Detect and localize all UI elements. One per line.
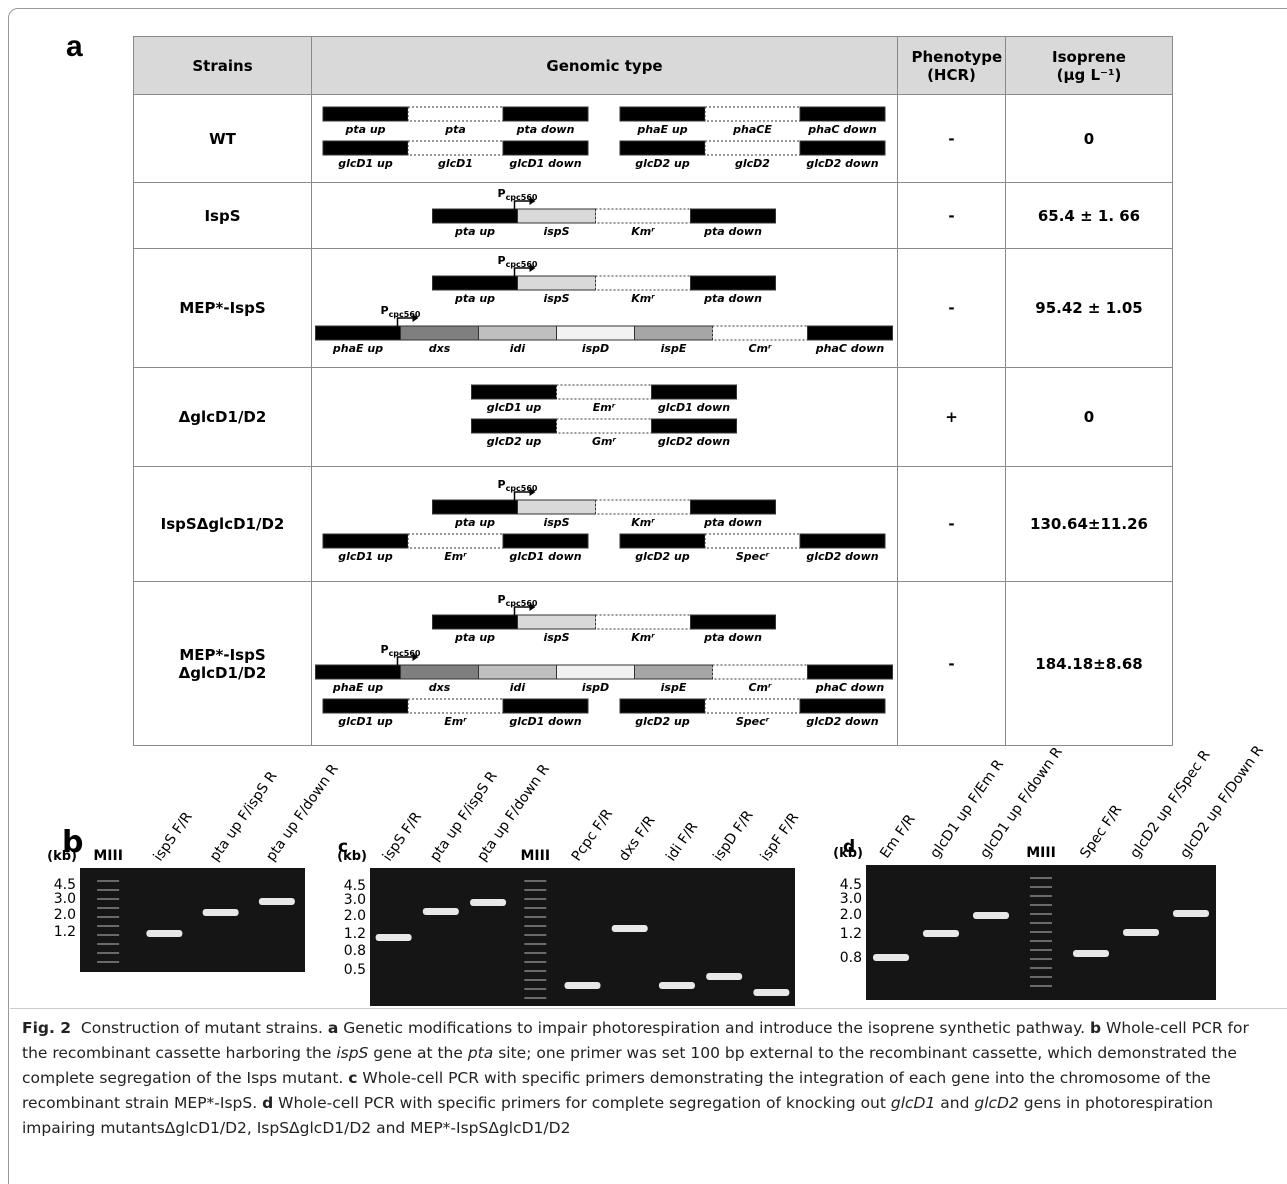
marker-size: 1.2 [840,926,862,942]
lane-label: ispS F/R [151,809,196,864]
ladder-band [524,943,546,945]
caption-text: b [1090,1019,1101,1037]
ladder-band [97,943,119,945]
ladder-band [97,907,119,909]
caption-text: and [935,1094,974,1112]
ladder-band [524,925,546,927]
figure-page: a StrainsGenomic typePhenotype (HCR)Isop… [0,0,1287,1184]
dna-band [1173,910,1209,917]
dna-band [612,925,648,932]
ladder-band [524,970,546,972]
caption-text: Fig. 2 [22,1019,71,1037]
ladder-band [524,961,546,963]
marker-size: 2.0 [344,908,366,924]
ladder-band [524,952,546,954]
lane-label: ispF F/R [758,810,803,865]
lane-label: dxs F/R [616,813,659,865]
dna-band [565,982,601,989]
caption-text: pta [468,1044,493,1062]
ladder-band [524,934,546,936]
dna-band [706,973,742,980]
marker-size: 1.2 [344,926,366,942]
dna-band [376,934,412,941]
ladder-band [1030,895,1052,897]
figure-caption: Fig. 2 Construction of mutant strains. a… [22,1016,1267,1141]
ladder-band [1030,922,1052,924]
caption-text: a [328,1019,338,1037]
dna-band [1073,950,1109,957]
ladder-band [1030,958,1052,960]
ladder-band [1030,967,1052,969]
ladder-band [97,880,119,882]
dna-band [973,912,1009,919]
marker-size: 2.0 [54,907,76,923]
ladder-band [97,889,119,891]
marker-size: 2.0 [840,907,862,923]
ladder-band [524,916,546,918]
lane-label: ispS F/R [380,809,425,864]
caption-text: glcD2 [974,1094,1018,1112]
caption-text: Construction of mutant strains. [71,1019,328,1037]
lane-label: Pcpc F/R [569,806,616,864]
ladder-band [524,898,546,900]
ladder-band [97,934,119,936]
unit-label: (kb) [833,846,863,861]
ladder-band [1030,949,1052,951]
dna-band [203,909,239,916]
marker-size: 3.0 [54,891,76,907]
dna-band [470,899,506,906]
dna-band [923,930,959,937]
ladder-band [97,916,119,918]
ladder-band [524,907,546,909]
caption-text: d [262,1094,273,1112]
ladder-band [524,880,546,882]
dna-band [753,989,789,996]
ladder-band [97,961,119,963]
marker-size: 0.5 [344,962,366,978]
ladder-band [524,997,546,999]
marker-size: 0.8 [344,943,366,959]
lane-label: MIII [1026,845,1056,861]
ladder-band [1030,886,1052,888]
ladder-band [97,925,119,927]
gel-image [80,868,305,972]
caption-text: glcD1 [891,1094,935,1112]
ladder-band [1030,976,1052,978]
unit-label: (kb) [337,849,367,864]
lane-label: MIII [93,848,123,864]
caption-divider [10,1008,1287,1009]
lane-label: ispD F/R [710,808,756,865]
marker-size: 3.0 [344,892,366,908]
ladder-band [1030,904,1052,906]
caption-text: gene at the [368,1044,467,1062]
ladder-band [524,988,546,990]
dna-band [1123,929,1159,936]
ladder-band [1030,985,1052,987]
lane-label: MIII [520,848,550,864]
marker-size: 1.2 [54,924,76,940]
lane-label: Em F/R [877,811,919,861]
caption-text: Whole-cell PCR with specific primers for… [273,1094,891,1112]
caption-text: ispS [336,1044,368,1062]
caption-text: Genetic modifications to impair photores… [338,1019,1090,1037]
marker-size: 0.8 [840,950,862,966]
lane-label: idi F/R [663,819,701,864]
ladder-band [1030,913,1052,915]
ladder-band [524,889,546,891]
dna-band [423,908,459,915]
dna-band [146,930,182,937]
dna-band [873,954,909,961]
ladder-band [1030,940,1052,942]
ladder-band [1030,931,1052,933]
dna-band [659,982,695,989]
ladder-band [1030,877,1052,879]
unit-label: (kb) [47,849,77,864]
dna-band [259,898,295,905]
marker-size: 3.0 [840,891,862,907]
ladder-band [524,979,546,981]
ladder-band [97,898,119,900]
lane-label: Spec F/R [1077,802,1125,861]
ladder-band [97,952,119,954]
